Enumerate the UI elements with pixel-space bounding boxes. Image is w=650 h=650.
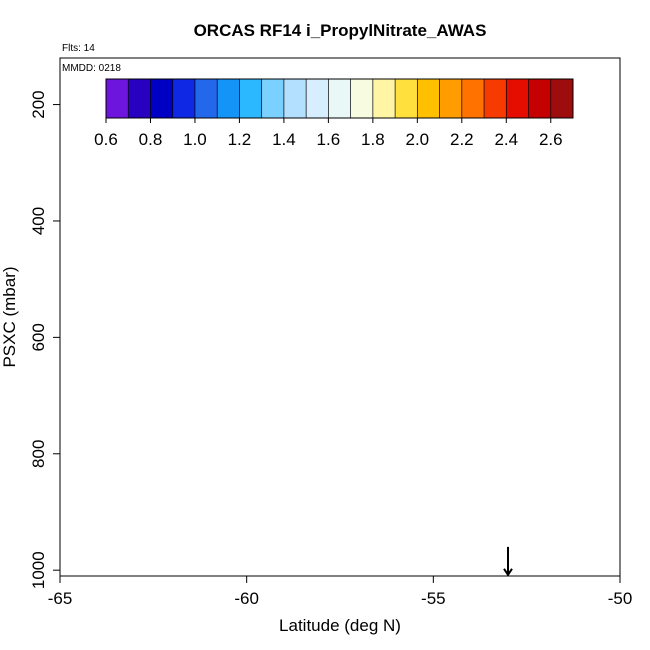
sample-point: [268, 331, 278, 341]
x-tick-label: -65: [48, 589, 73, 608]
colorbar-segment: [128, 79, 151, 118]
sample-point: [492, 548, 502, 558]
chart-title: ORCAS RF14 i_PropylNitrate_AWAS: [194, 21, 487, 40]
y-axis: 200 400 600 800 1000: [29, 90, 61, 589]
y-tick-label: 600: [29, 323, 48, 351]
sample-point: [174, 335, 184, 345]
x-tick-label: -55: [421, 589, 446, 608]
sample-point: [466, 469, 476, 479]
sample-point: [193, 213, 203, 223]
y-tick-label: 800: [29, 440, 48, 468]
colorbar-tick-label: 2.4: [494, 130, 518, 149]
sample-point: [406, 213, 416, 223]
position-arrow: [503, 546, 513, 577]
colorbar-segment: [461, 79, 485, 118]
colorbar-segment: [328, 79, 352, 118]
sample-point: [497, 548, 507, 558]
colorbar-segment: [150, 79, 174, 118]
colorbar-segment: [506, 79, 530, 118]
colorbar-tick-label: 1.8: [361, 130, 385, 149]
colorbar-segment: [106, 79, 129, 118]
colorbar-segment: [439, 79, 463, 118]
y-tick-label: 400: [29, 207, 48, 235]
arrow-head: [503, 568, 513, 577]
y-axis-label: PSXC (mbar): [0, 266, 19, 367]
colorbar-tick-label: 1.0: [183, 130, 207, 149]
colorbar-segment: [194, 79, 218, 118]
colorbar-tick-label: 0.8: [139, 130, 163, 149]
colorbar-segment: [395, 79, 418, 118]
x-axis: -65 -60 -55 -50: [48, 575, 633, 608]
colorbar-tick-label: 1.6: [317, 130, 341, 149]
colorbar-segment: [372, 79, 396, 118]
colorbar-segment: [484, 79, 507, 118]
sample-point: [279, 455, 289, 465]
x-axis-label: Latitude (deg N): [279, 616, 401, 635]
colorbar-segment: [528, 79, 552, 118]
colorbar-tick-label: 1.2: [228, 130, 252, 149]
colorbar-segment: [172, 79, 196, 118]
colorbar-frame: [105, 78, 574, 119]
sample-point: [611, 88, 621, 98]
colorbar: 0.6 0.8 1.0 1.2 1.4 1.6 1.8 2.0 2.2 2.4 2.6: [94, 78, 574, 149]
colorbar-tick-label: 0.6: [94, 130, 118, 149]
sample-point: [552, 204, 562, 214]
y-tick-label: 1000: [29, 551, 48, 589]
colorbar-segment: [550, 79, 574, 118]
colorbar-segment: [350, 79, 374, 118]
sample-points: [133, 88, 625, 565]
sample-point: [522, 251, 532, 261]
colorbar-segment: [261, 79, 285, 118]
colorbar-segment: [283, 79, 307, 118]
sample-point: [443, 378, 453, 388]
sample-point: [223, 204, 233, 214]
sample-point: [428, 292, 438, 302]
sample-point: [593, 344, 603, 354]
colorbar-segment: [239, 79, 263, 118]
flights-annotation: Flts: 14: [62, 43, 95, 54]
sample-point: [309, 555, 319, 565]
colorbar-tick-label: 1.4: [272, 130, 296, 149]
sample-point: [301, 555, 311, 565]
date-annotation: MMDD: 0218: [62, 63, 121, 74]
sample-point: [503, 387, 513, 396]
colorbar-segment: [306, 79, 329, 118]
colorbar-tick-label: 2.0: [406, 130, 430, 149]
y-tick-label: 200: [29, 90, 48, 118]
sample-point: [484, 548, 494, 558]
sample-point: [331, 393, 341, 403]
x-tick-label: -60: [234, 589, 259, 608]
colorbar-tick-label: 2.6: [539, 130, 563, 149]
sample-point: [148, 501, 158, 511]
colorbar-segment: [217, 79, 240, 118]
sample-point: [133, 548, 143, 558]
colorbar-tick-label: 2.2: [450, 130, 474, 149]
x-tick-label: -50: [608, 589, 633, 608]
colorbar-segment: [417, 79, 441, 118]
